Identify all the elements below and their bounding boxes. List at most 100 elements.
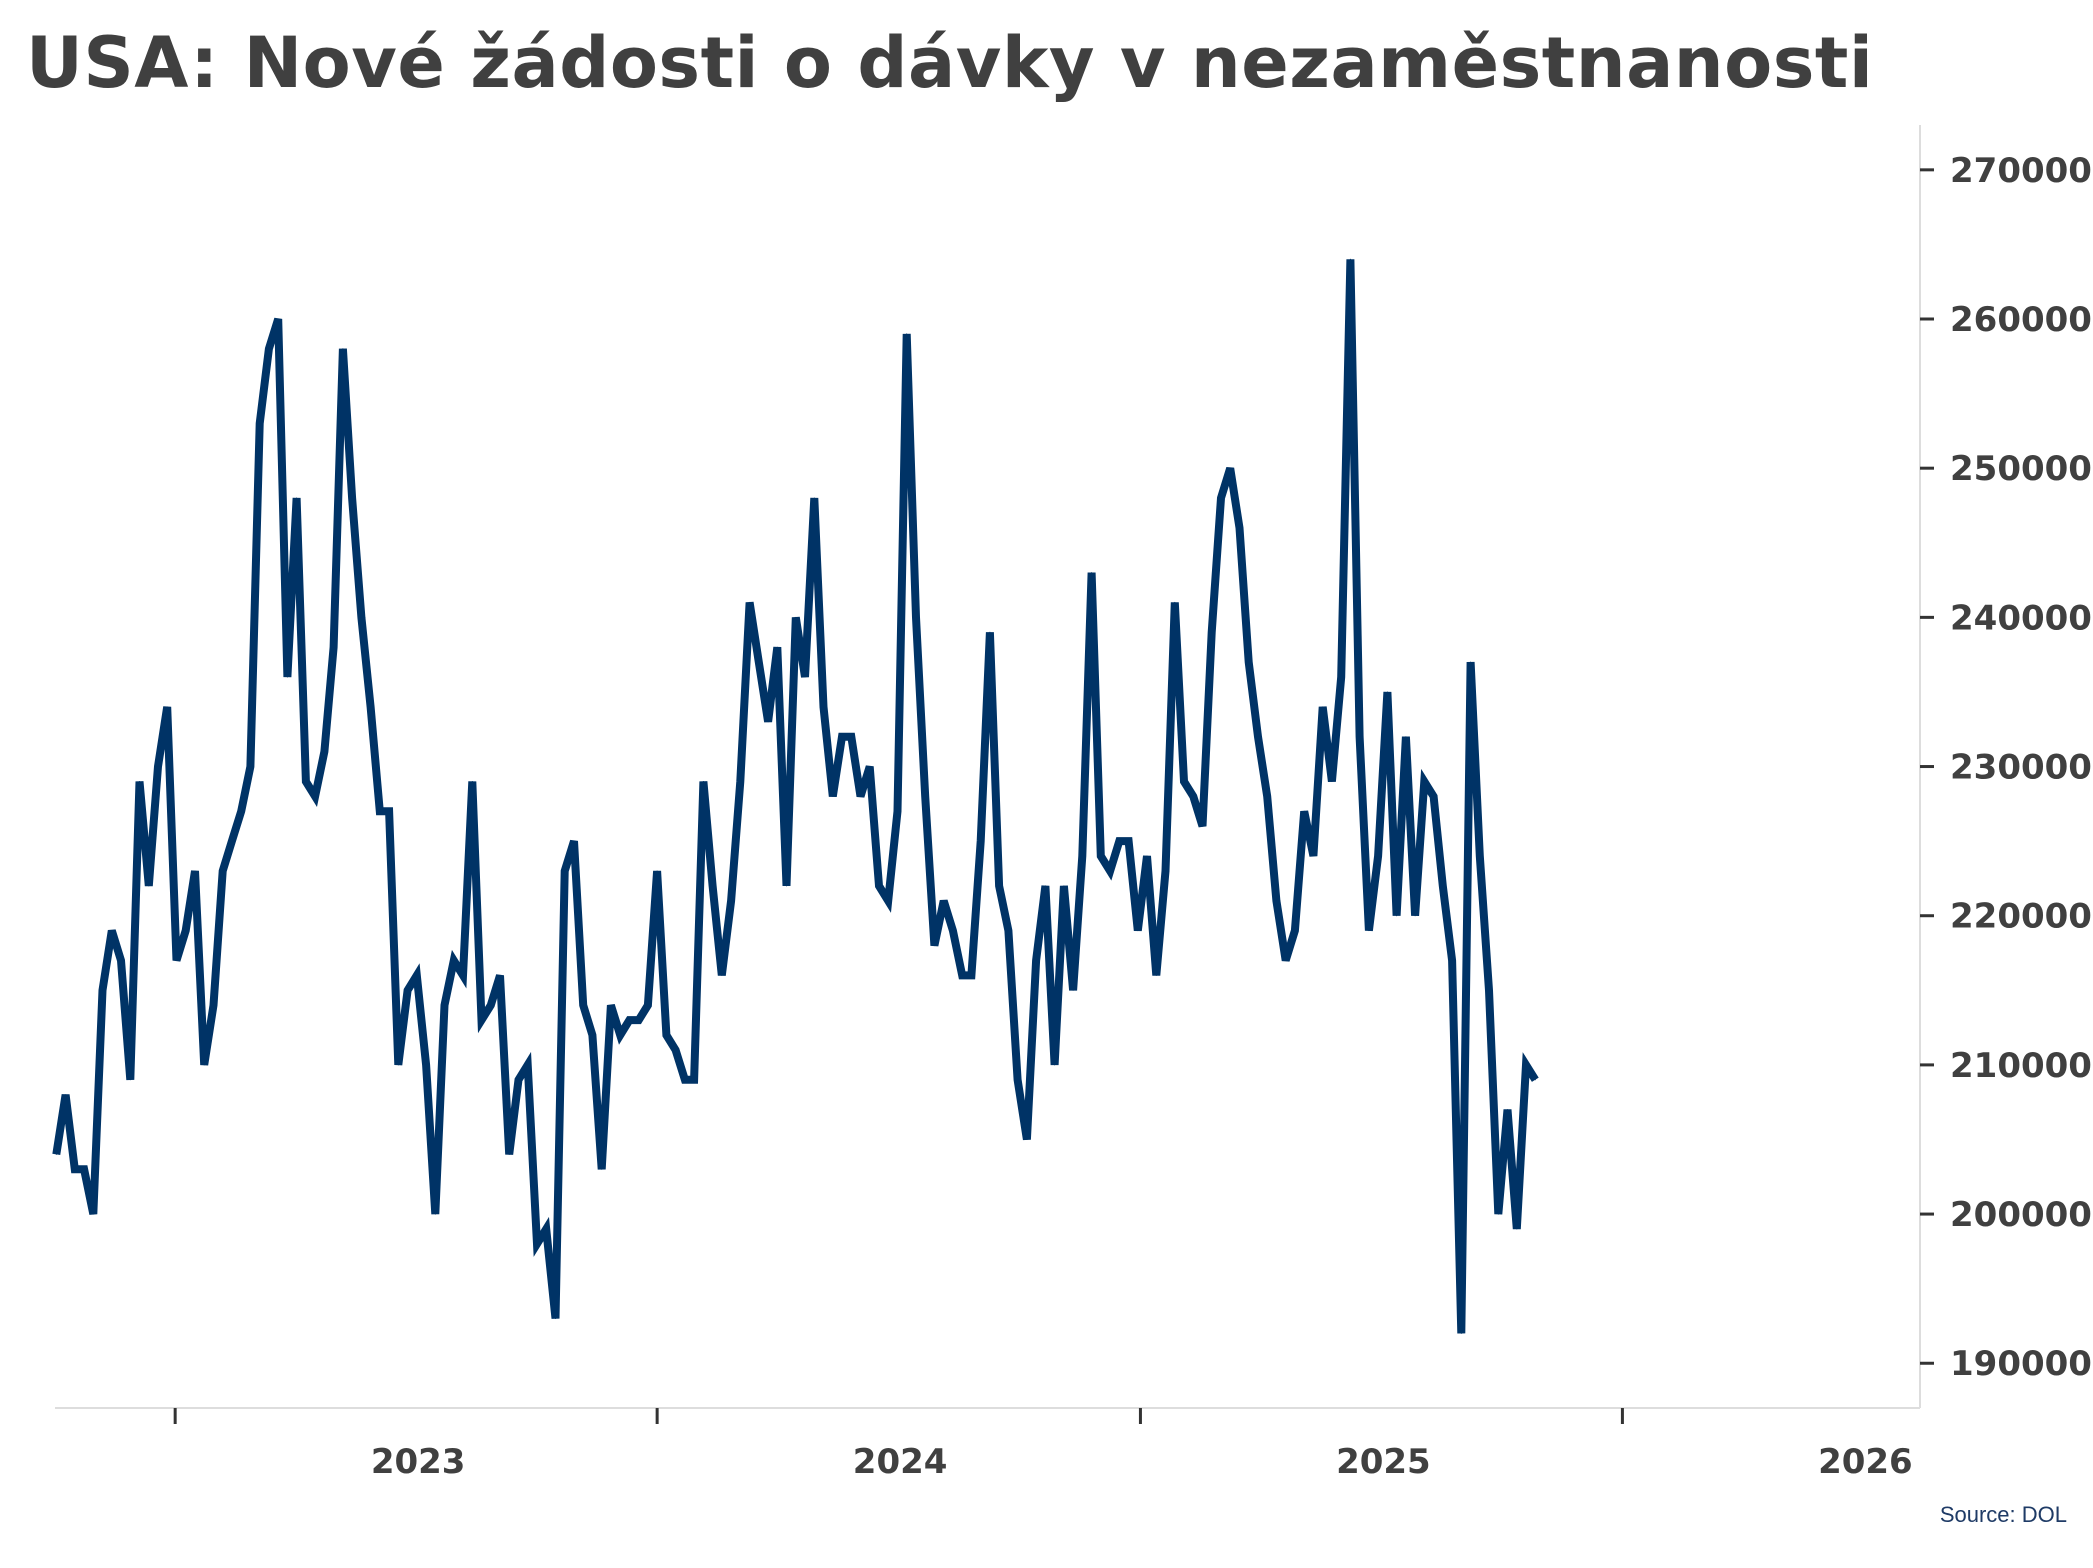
- data-point: [1525, 1064, 1527, 1066]
- data-point: [1109, 870, 1111, 872]
- data-point: [1007, 930, 1009, 932]
- data-point: [1414, 915, 1416, 917]
- data-point: [647, 1004, 649, 1006]
- data-point: [832, 795, 834, 797]
- data-point: [573, 840, 575, 842]
- y-tick-label: 210000: [1950, 1046, 2092, 1086]
- data-point: [1349, 258, 1351, 260]
- data-point: [1294, 930, 1296, 932]
- data-point: [462, 974, 464, 976]
- data-point: [1137, 930, 1139, 932]
- data-point: [213, 1004, 214, 1006]
- y-axis-ticks: 190000 200000 210000 220000 230000 240000 2500…: [1920, 151, 2092, 1384]
- data-point: [1118, 840, 1120, 842]
- y-tick-label: 190000: [1950, 1344, 2092, 1384]
- data-point: [1377, 855, 1379, 857]
- data-point: [120, 960, 122, 961]
- data-point: [730, 900, 732, 902]
- data-point: [1229, 467, 1231, 469]
- data-point: [1534, 1079, 1536, 1081]
- data-point: [351, 497, 353, 499]
- data-point: [1470, 661, 1472, 663]
- data-point: [915, 616, 917, 618]
- data-point: [961, 974, 963, 976]
- data-point: [268, 348, 270, 350]
- data-point: [665, 1034, 667, 1036]
- data-point: [1165, 870, 1166, 872]
- data-point: [471, 781, 473, 782]
- data-point: [194, 870, 196, 872]
- data-point: [897, 810, 898, 812]
- y-tick-label: 240000: [1950, 598, 2092, 638]
- data-point: [712, 885, 714, 887]
- data-point: [1451, 960, 1453, 961]
- data-point: [1359, 736, 1361, 738]
- data-point: [989, 631, 991, 633]
- data-point: [1072, 989, 1074, 991]
- data-point: [813, 497, 815, 499]
- data-point: [1044, 885, 1046, 887]
- data-point: [1322, 706, 1324, 708]
- y-tick-label: 250000: [1950, 449, 2092, 489]
- y-tick-label: 270000: [1950, 151, 2092, 191]
- data-point: [804, 676, 806, 678]
- data-point: [434, 1213, 436, 1215]
- data-point: [1248, 661, 1250, 663]
- data-point: [1386, 691, 1388, 693]
- data-point: [527, 1064, 529, 1066]
- data-point: [83, 1168, 85, 1170]
- data-point: [231, 840, 233, 842]
- data-point: [582, 1004, 584, 1006]
- data-point: [1091, 572, 1093, 574]
- source-note: Source: DOL: [1939, 1502, 2067, 1527]
- data-point: [1081, 855, 1083, 857]
- data-point: [1174, 601, 1176, 603]
- data-point: [444, 1004, 445, 1006]
- data-point: [656, 870, 658, 872]
- data-point: [906, 333, 908, 335]
- data-point: [739, 781, 741, 782]
- data-point: [591, 1034, 593, 1036]
- data-point: [74, 1168, 76, 1170]
- data-point: [638, 1019, 640, 1021]
- data-point: [222, 870, 224, 872]
- data-point: [453, 960, 455, 961]
- data-point: [952, 930, 954, 932]
- data-point: [1202, 825, 1203, 827]
- data-point: [1442, 885, 1444, 887]
- y-tick-label: 200000: [1950, 1195, 2092, 1235]
- data-point: [1479, 855, 1481, 857]
- series-layer: [52, 258, 1539, 1334]
- data-point: [139, 781, 140, 782]
- data-point: [702, 781, 704, 782]
- data-point: [259, 422, 261, 424]
- data-point: [360, 616, 362, 618]
- data-point: [176, 960, 177, 961]
- data-point: [379, 810, 381, 812]
- data-point: [490, 1004, 492, 1006]
- data-point: [102, 989, 103, 991]
- data-point: [767, 721, 769, 723]
- data-point: [1460, 1332, 1462, 1334]
- data-point: [1239, 527, 1240, 529]
- data-point: [1100, 855, 1102, 857]
- data-point: [481, 1019, 482, 1021]
- data-point: [499, 974, 501, 976]
- data-point: [841, 736, 843, 738]
- data-point: [249, 766, 251, 767]
- data-point: [342, 348, 344, 350]
- data-point: [850, 736, 852, 738]
- data-point: [65, 1094, 67, 1096]
- data-point: [157, 766, 159, 767]
- data-point: [1312, 855, 1314, 857]
- data-point: [1192, 795, 1194, 797]
- data-point: [943, 900, 945, 902]
- data-point: [1183, 781, 1185, 782]
- data-point: [1026, 1139, 1028, 1140]
- data-point: [129, 1079, 131, 1081]
- data-point: [564, 870, 566, 872]
- data-point: [370, 706, 372, 708]
- data-point: [1405, 736, 1407, 738]
- data-point: [518, 1079, 519, 1081]
